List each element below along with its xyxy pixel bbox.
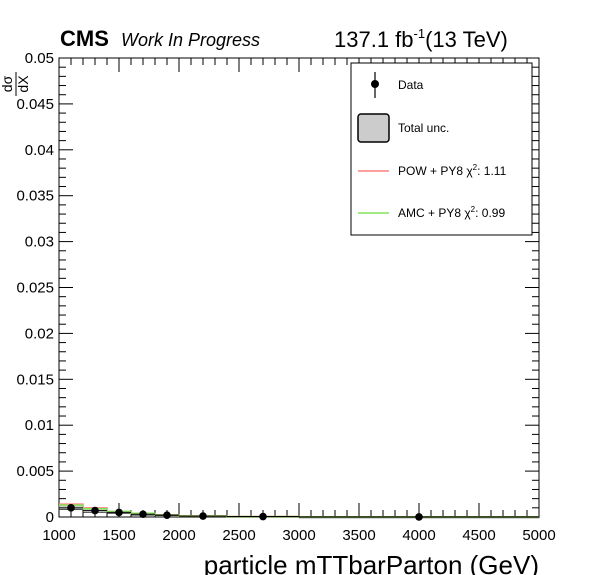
y-tick-label: 0.05 — [25, 50, 54, 67]
data-point — [199, 512, 207, 520]
legend-unc-label: Total unc. — [398, 121, 449, 135]
x-tick-label: 1000 — [42, 527, 75, 544]
y-tick-label: 0.015 — [16, 371, 54, 388]
work-in-progress-label: Work In Progress — [121, 30, 260, 50]
data-point — [67, 504, 75, 512]
x-tick-label: 3000 — [282, 527, 315, 544]
x-tick-label: 2500 — [222, 527, 255, 544]
legend-pow-label: POW + PY8 χ2: 1.11 — [398, 163, 507, 178]
x-tick-label: 3500 — [342, 527, 375, 544]
y-tick-label: 0.035 — [16, 188, 54, 205]
legend-box — [350, 62, 533, 236]
y-tick-label: 0.005 — [16, 463, 54, 480]
x-tick-label: 5000 — [522, 527, 555, 544]
legend-data-marker — [371, 80, 379, 88]
legend-data-label: Data — [398, 78, 424, 92]
x-axis-title: particle mTTbarParton (GeV) — [204, 550, 539, 575]
x-tick-label: 1500 — [102, 527, 135, 544]
y-tick-label: 0 — [46, 509, 54, 526]
data-point — [139, 510, 147, 519]
axis-ticks: 1000 1500 2000 2500 3000 3500 4000 4500 5000 0 0.0… — [16, 50, 555, 544]
y-tick-label: 0.03 — [25, 234, 54, 251]
legend-unc-swatch — [357, 113, 390, 143]
luminosity-label: 137.1 fb-1(13 TeV) — [334, 26, 508, 52]
y-tick-label: 0.04 — [25, 142, 54, 159]
x-tick-label: 4500 — [462, 527, 495, 544]
y-axis-title-denominator: dX — [15, 75, 31, 93]
y-tick-label: 0.045 — [16, 96, 54, 113]
x-tick-label: 4000 — [402, 527, 435, 544]
cms-label: CMS — [60, 26, 109, 51]
y-tick-label: 0.025 — [16, 280, 54, 297]
data-point — [91, 506, 99, 515]
data-point — [415, 513, 423, 521]
y-tick-label: 0.02 — [25, 325, 54, 342]
legend-amc-label: AMC + PY8 χ2: 0.99 — [398, 205, 505, 220]
y-axis-title: dσ dX — [0, 72, 31, 96]
y-axis-title-numerator: dσ — [0, 75, 15, 92]
data-point — [115, 508, 123, 517]
legend: Data Total unc. POW + PY8 χ2: 1.11 AMC +… — [350, 62, 533, 236]
data-points — [59, 504, 539, 521]
data-point — [163, 511, 171, 519]
x-tick-label: 2000 — [162, 527, 195, 544]
y-tick-label: 0.01 — [25, 417, 54, 434]
data-point — [259, 512, 267, 521]
